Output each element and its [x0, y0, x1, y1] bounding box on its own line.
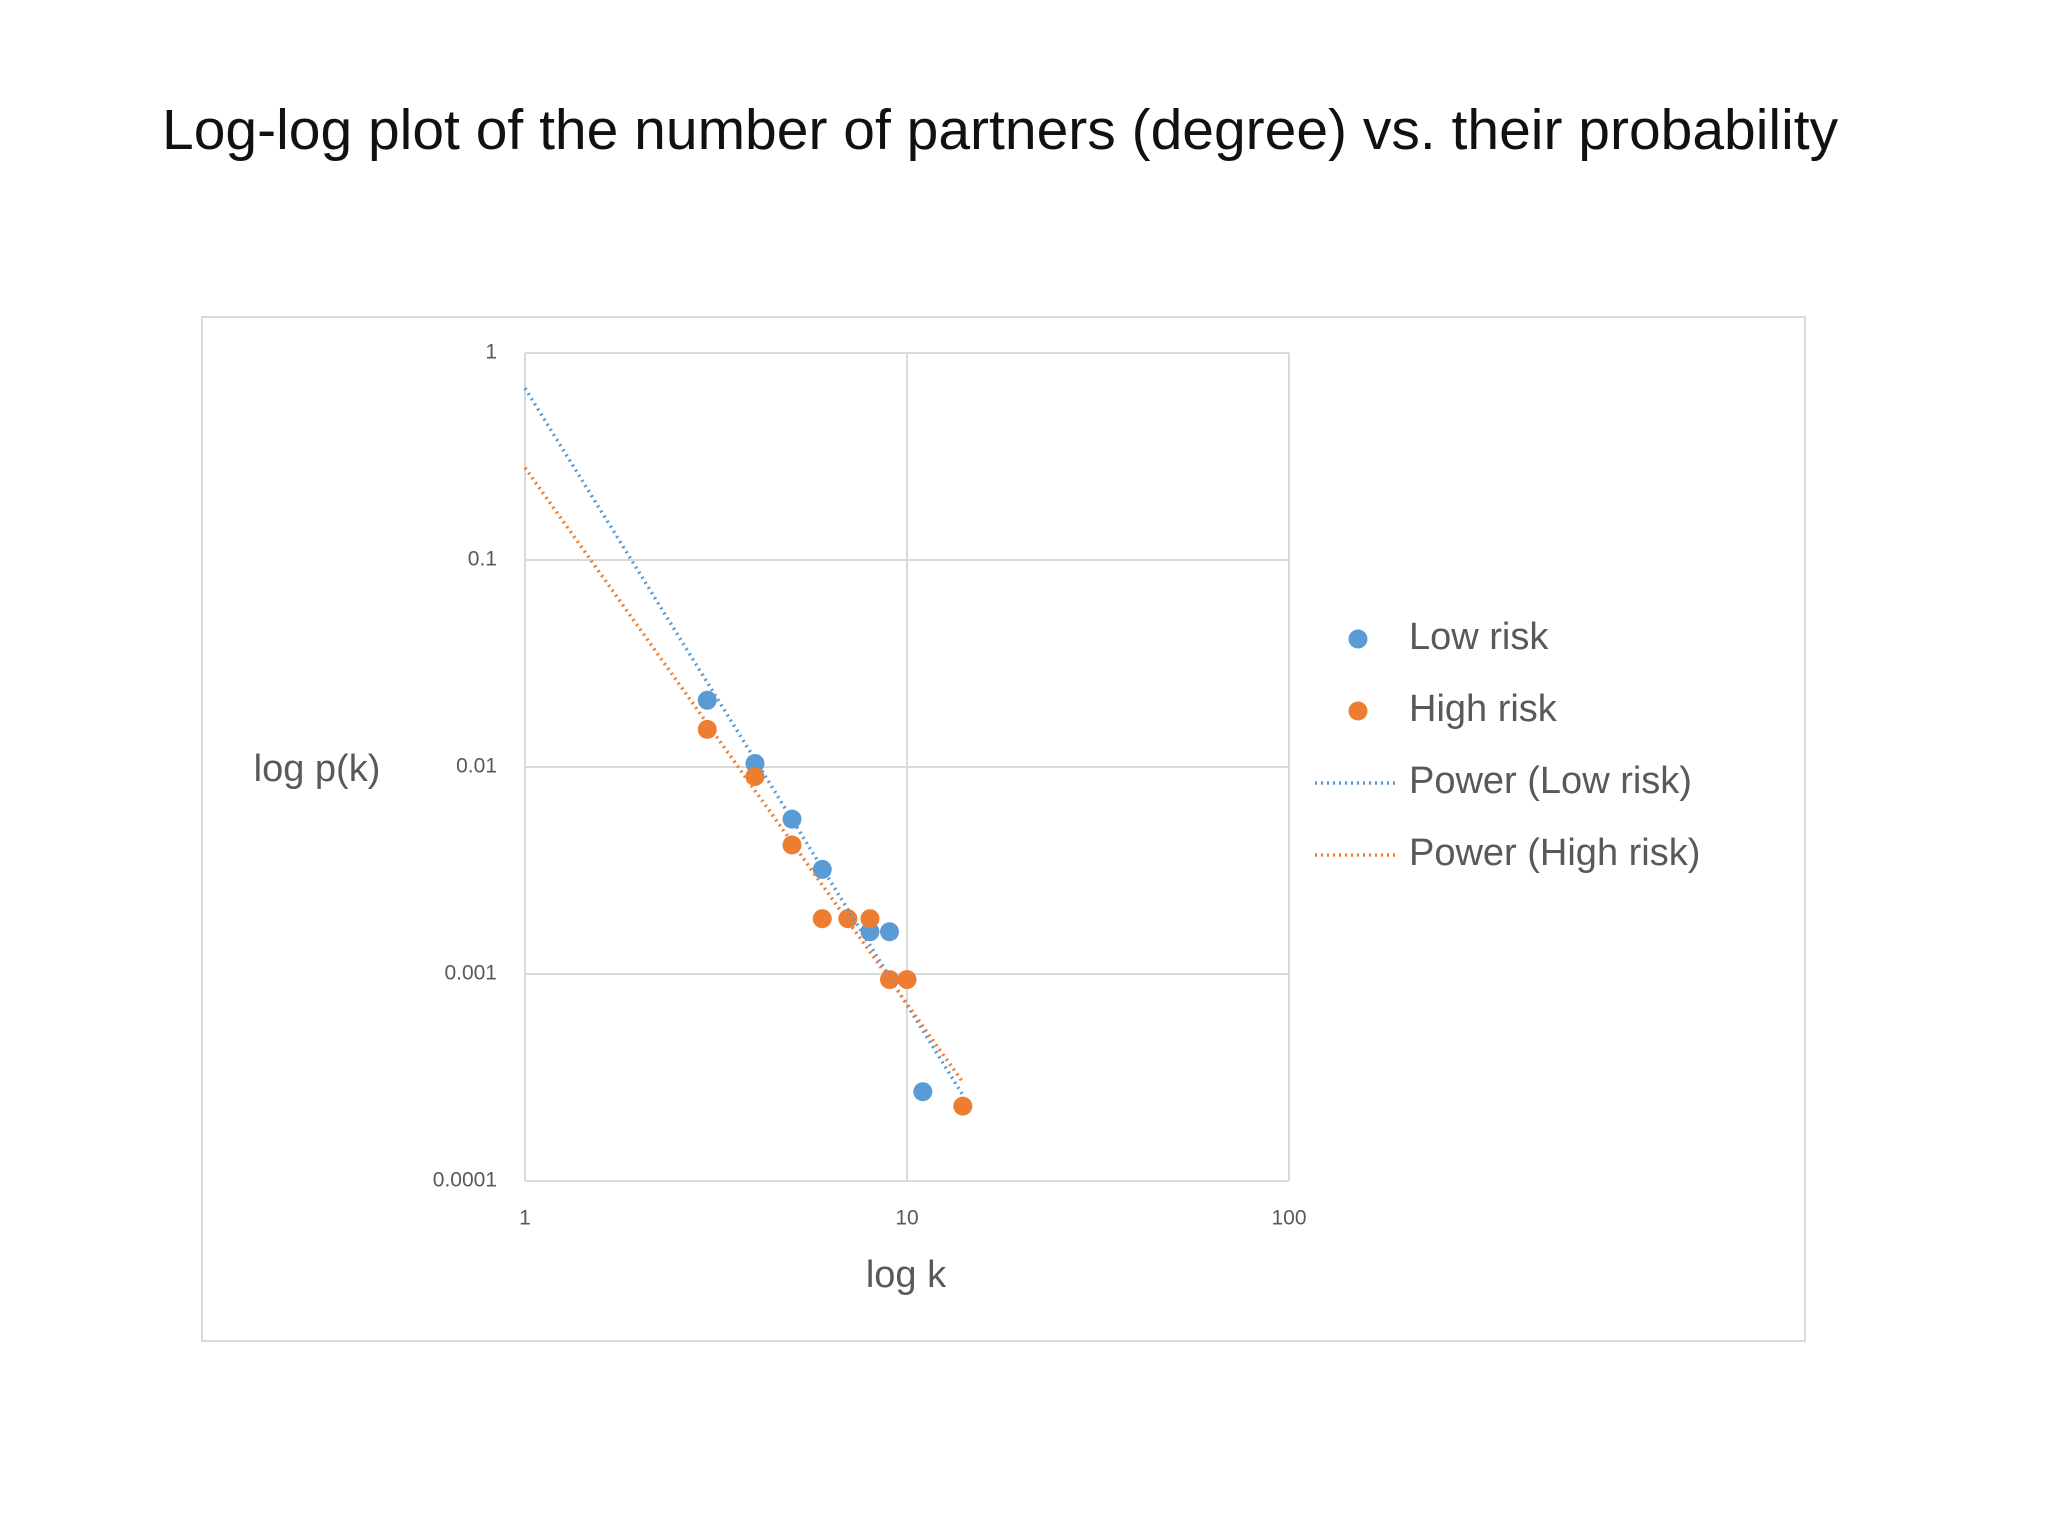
point [745, 766, 765, 786]
point [953, 1096, 973, 1116]
y-tick-label: 0.001 [444, 962, 497, 985]
legend-label: High risk [1409, 688, 1558, 730]
legend-marker [1348, 629, 1368, 649]
x-tick-label: 10 [895, 1207, 918, 1230]
legend-label: Power (High risk) [1409, 832, 1700, 874]
chart-frame [201, 316, 1806, 1342]
y-tick-label: 1 [485, 341, 497, 364]
y-tick-label: 0.0001 [433, 1169, 497, 1192]
point [880, 922, 900, 942]
x-axis-label: log k [866, 1254, 947, 1296]
point [812, 909, 832, 929]
point [697, 719, 717, 739]
point [745, 753, 765, 773]
y-axis-label: log p(k) [254, 748, 381, 790]
point [860, 909, 880, 929]
x-tick-label: 1 [519, 1207, 531, 1230]
point [860, 922, 880, 942]
legend-label: Low risk [1409, 616, 1549, 658]
legend-label: Power (Low risk) [1409, 760, 1692, 802]
point [782, 809, 802, 829]
point [913, 1082, 933, 1102]
y-tick-label: 0.1 [468, 548, 497, 571]
point [897, 970, 917, 990]
point [880, 970, 900, 990]
point [697, 690, 717, 710]
slide-title: Log-log plot of the number of partners (… [162, 98, 1839, 162]
x-tick-label: 100 [1271, 1207, 1306, 1230]
y-tick-label: 0.01 [456, 755, 497, 778]
legend-marker [1348, 701, 1368, 721]
trend-line [523, 387, 965, 1097]
